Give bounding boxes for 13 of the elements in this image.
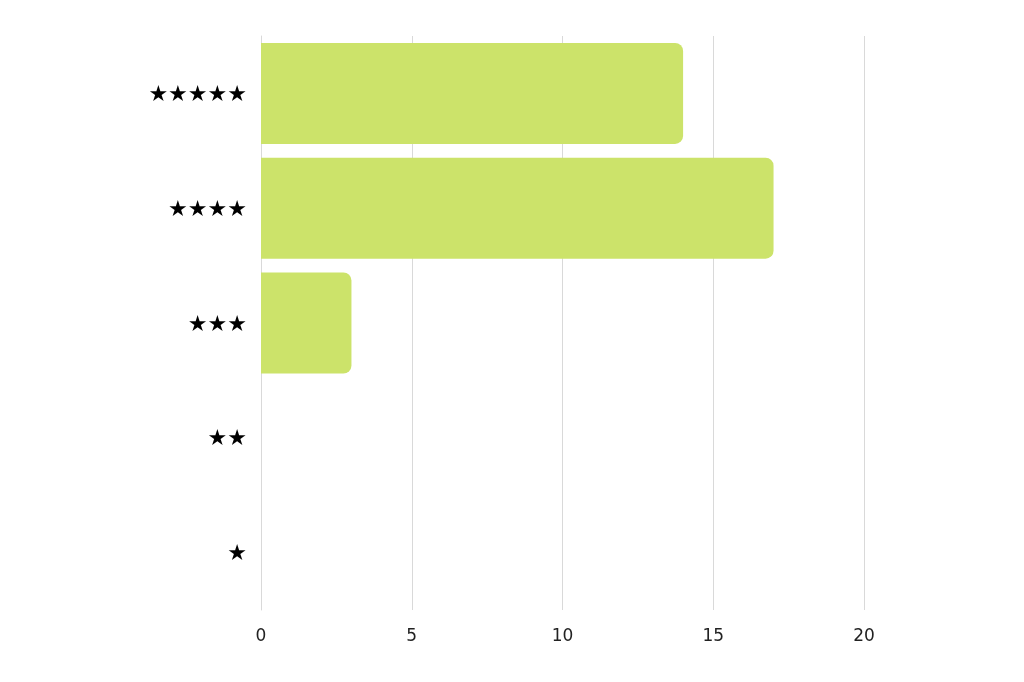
y-tick-label: ★★★ (187, 310, 247, 336)
bar (261, 42, 684, 144)
x-tick-label: 20 (853, 624, 875, 645)
bar (261, 157, 774, 259)
bar (261, 272, 352, 374)
y-tick-label: ★ (227, 540, 247, 566)
x-tick-label: 5 (406, 624, 418, 645)
x-tick-label: 15 (702, 624, 725, 645)
y-tick-label: ★★★★★ (148, 80, 247, 106)
x-tick-label: 10 (551, 624, 574, 645)
x-tick-label: 0 (255, 624, 267, 645)
y-tick-label: ★★★★ (168, 195, 247, 221)
y-tick-label: ★★ (207, 425, 247, 451)
